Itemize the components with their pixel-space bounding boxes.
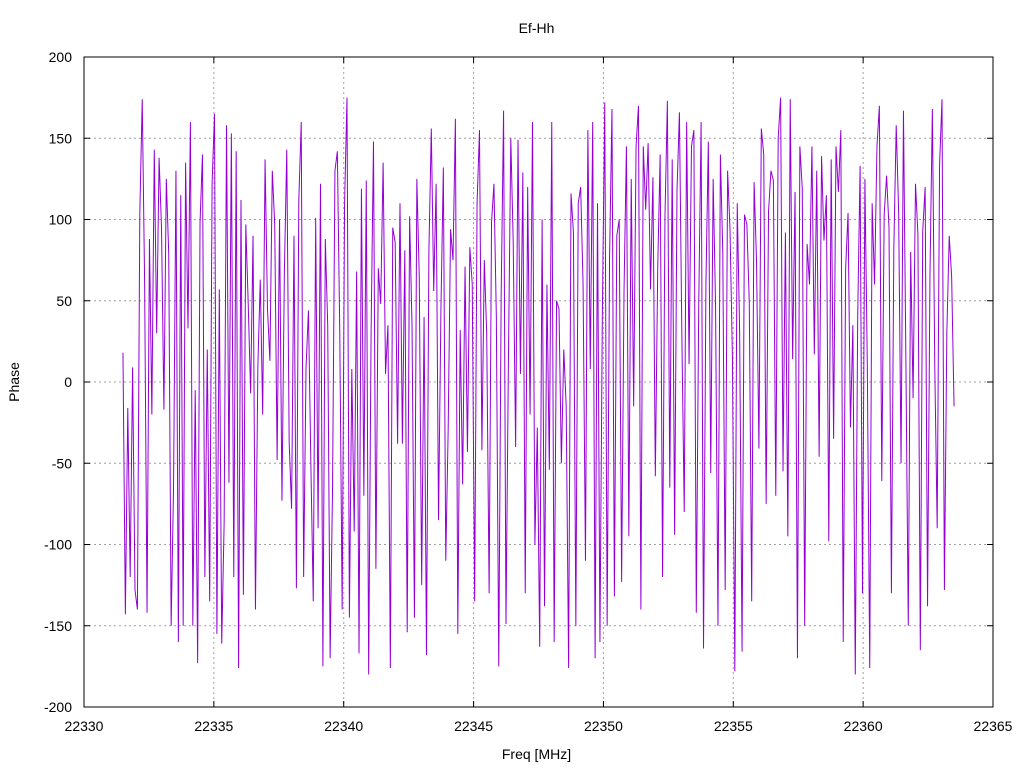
y-tick-label: 150 (49, 130, 73, 146)
y-tick-label: 100 (49, 212, 73, 228)
x-tick-label: 22360 (844, 718, 883, 734)
x-axis-label: Freq [MHz] (502, 746, 571, 762)
y-tick-label: 50 (56, 293, 72, 309)
y-tick-label: -200 (44, 699, 72, 715)
plot-frame (83, 56, 994, 708)
y-axis-label: Phase (6, 362, 22, 402)
x-tick-label: 22335 (194, 718, 233, 734)
x-tick-label: 22355 (714, 718, 753, 734)
y-tick-label: 0 (64, 374, 72, 390)
series-group (122, 97, 955, 675)
phase-series-line (122, 97, 955, 675)
y-tick-label: -50 (52, 455, 72, 471)
y-tick-label: -150 (44, 618, 72, 634)
x-tick-label: 22330 (65, 718, 104, 734)
x-tick-label: 22345 (454, 718, 493, 734)
x-tick-label: 22365 (974, 718, 1013, 734)
y-tick-labels: 200 150 100 50 0 -50 -100 -150 -200 (44, 49, 72, 715)
y-tick-label: -100 (44, 537, 72, 553)
chart-title: Ef-Hh (519, 20, 555, 36)
x-tick-label: 22340 (324, 718, 363, 734)
x-tick-labels: 22330 22335 22340 22345 22350 22355 22360 22365 (65, 718, 1013, 734)
x-tick-label: 22350 (584, 718, 623, 734)
y-tick-label: 200 (49, 49, 73, 65)
